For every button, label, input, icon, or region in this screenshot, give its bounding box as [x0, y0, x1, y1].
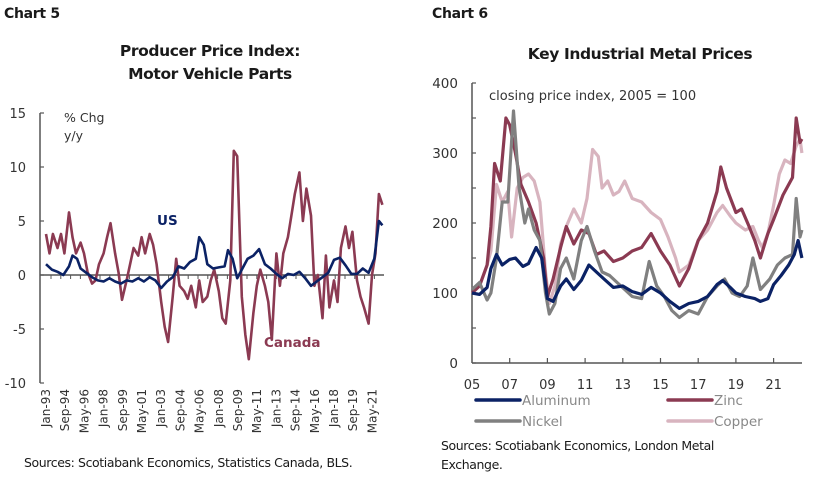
chart5-x-tick-label: May-21 [365, 389, 379, 433]
chart5-source: Sources: Scotiabank Economics, Statistic… [24, 455, 353, 470]
chart6-series-copper [470, 137, 804, 306]
chart6-x-tick-label: 11 [577, 378, 594, 393]
chart5-x-tick-label: Jan-08 [212, 389, 226, 428]
chart5-x-tick-label: May-06 [193, 389, 207, 433]
chart5-title: Producer Price Index: Motor Vehicle Part… [60, 40, 360, 86]
chart5-x-tick-label: Sep-09 [231, 389, 245, 431]
chart5-y-tick-label: 15 [9, 107, 26, 122]
chart6-y-tick-label: 0 [449, 356, 458, 372]
chart5-label: Chart 5 [4, 6, 60, 22]
chart5-x-tick-label: Jan-98 [97, 389, 111, 428]
chart6-legend-label-aluminum: Aluminum [522, 393, 591, 409]
chart5-x-tick-label: Sep-04 [173, 389, 187, 431]
chart6-series-aluminum [471, 238, 804, 310]
chart5-y-tick-label: -10 [5, 377, 26, 392]
chart5-label-us: US [157, 213, 178, 229]
chart6-legend-label-nickel: Nickel [522, 414, 563, 430]
chart6-series-nickel [470, 109, 804, 320]
chart6-x-tick-label: 13 [615, 378, 632, 393]
chart6-x-tick-label: 07 [501, 378, 518, 393]
chart5-x-tick-label: May-01 [135, 389, 149, 433]
chart5-title-line2: Motor Vehicle Parts [128, 65, 292, 83]
chart6-plot: 0 100 200 300 400 05 07 09 11 13 15 17 19 21 closing p… [432, 76, 804, 430]
chart6-x-tick-label: 17 [690, 378, 707, 393]
chart6-source-line1: Sources: Scotiabank Economics, London Me… [441, 438, 714, 453]
chart6-label: Chart 6 [432, 6, 488, 22]
chart6-series-zinc [470, 116, 804, 299]
chart6-source: Sources: Scotiabank Economics, London Me… [441, 436, 714, 474]
chart5-x-tick-label: May-96 [77, 389, 91, 433]
chart6-x-tick-label: 09 [539, 378, 556, 393]
chart5-x-tick-label: May-11 [250, 389, 264, 433]
chart5-x-tick-label: Sep-14 [289, 389, 303, 431]
chart6-x-tick-label: 05 [464, 378, 481, 393]
chart6-y-tick-label: 300 [432, 146, 458, 162]
chart6-x-tick-label: 19 [728, 378, 745, 393]
chart5-x-tick-label: Jan-93 [39, 389, 53, 428]
chart5-y-tick-label: 0 [18, 269, 26, 284]
chart5-ylabel-line1: % Chg [64, 110, 104, 125]
chart6-legend-label-copper: Copper [714, 414, 763, 430]
chart6-title: Key Industrial Metal Prices [527, 45, 753, 63]
chart5-title-line1: Producer Price Index: [119, 42, 301, 60]
chart6-x-tick-label: 15 [652, 378, 669, 393]
chart5-x-tick-label: Sep-99 [116, 389, 130, 431]
chart6-annotation: closing price index, 2005 = 100 [489, 89, 696, 104]
chart5-x-tick-label: Sep-94 [58, 389, 72, 431]
chart6-y-tick-label: 400 [432, 76, 458, 92]
chart5-ylabel-line2: y/y [64, 128, 84, 143]
chart5-series-canada [44, 149, 384, 361]
chart5-x-tick-label: Jan-13 [269, 389, 283, 428]
chart5-y-tick-label: 10 [9, 161, 26, 176]
chart5-x-tick-label: Jan-03 [154, 389, 168, 428]
chart5-x-tick-label: Jan-18 [327, 389, 341, 428]
chart6-x-tick-label: 21 [765, 378, 782, 393]
chart5-series-us [45, 219, 384, 290]
chart5-x-tick-label: Sep-19 [346, 389, 360, 431]
chart5-x-tick-label: May-16 [308, 389, 322, 433]
chart6-y-tick-label: 200 [432, 216, 458, 232]
chart5-label-canada: Canada [264, 335, 321, 351]
chart5-y-tick-label: 5 [18, 215, 26, 230]
chart5-plot: -10 -5 0 5 10 15 % Chg y/y Jan-93 Sep-94 May-96 Jan… [5, 107, 384, 433]
chart6-source-line2: Exchange. [441, 457, 503, 472]
chart6-y-tick-label: 100 [432, 286, 458, 302]
chart6-legend-label-zinc: Zinc [714, 393, 743, 409]
chart5-y-tick-label: -5 [13, 323, 26, 338]
